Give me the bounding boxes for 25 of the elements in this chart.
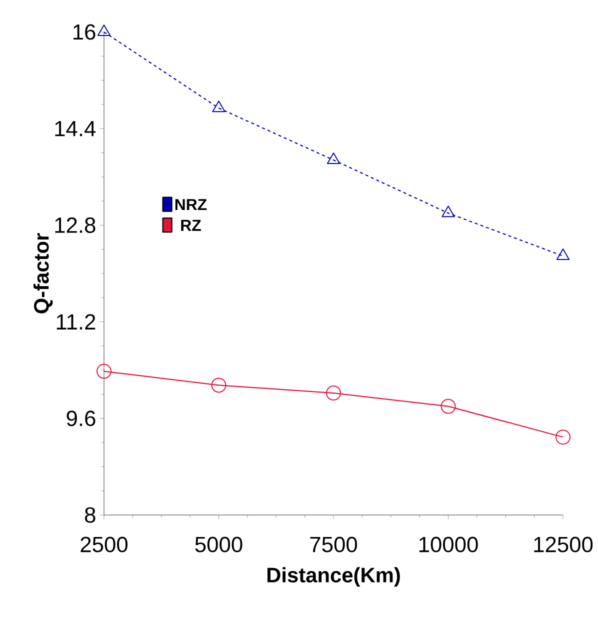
y-axis-title: Q-factor bbox=[33, 233, 53, 314]
point bbox=[326, 152, 340, 164]
point bbox=[442, 206, 455, 218]
x-tick-label: 7500 bbox=[310, 536, 358, 552]
legend-label: RZ bbox=[181, 220, 201, 231]
legend-label: NRZ bbox=[175, 199, 207, 210]
y-tick-label: 14.4 bbox=[55, 121, 96, 136]
point bbox=[96, 364, 112, 379]
y-tick-label: 12.8 bbox=[55, 217, 96, 233]
y-tick-label: 16 bbox=[74, 24, 96, 40]
point bbox=[211, 378, 226, 393]
y-tick-label: 8 bbox=[84, 507, 96, 523]
y-tick-label: 11.2 bbox=[56, 314, 96, 330]
x-tick-label: 10000 bbox=[419, 536, 478, 552]
y-tick-label: 9.6 bbox=[66, 410, 96, 426]
x-tick-label: 2500 bbox=[80, 536, 128, 552]
point bbox=[212, 100, 226, 112]
point bbox=[326, 386, 342, 401]
x-tick-label: 12500 bbox=[534, 536, 593, 552]
x-axis-title: Distance(Km) bbox=[267, 567, 400, 587]
x-tick-label: 5000 bbox=[195, 536, 242, 552]
point bbox=[97, 24, 111, 36]
point bbox=[440, 398, 456, 414]
point bbox=[556, 248, 570, 260]
point bbox=[556, 430, 571, 445]
